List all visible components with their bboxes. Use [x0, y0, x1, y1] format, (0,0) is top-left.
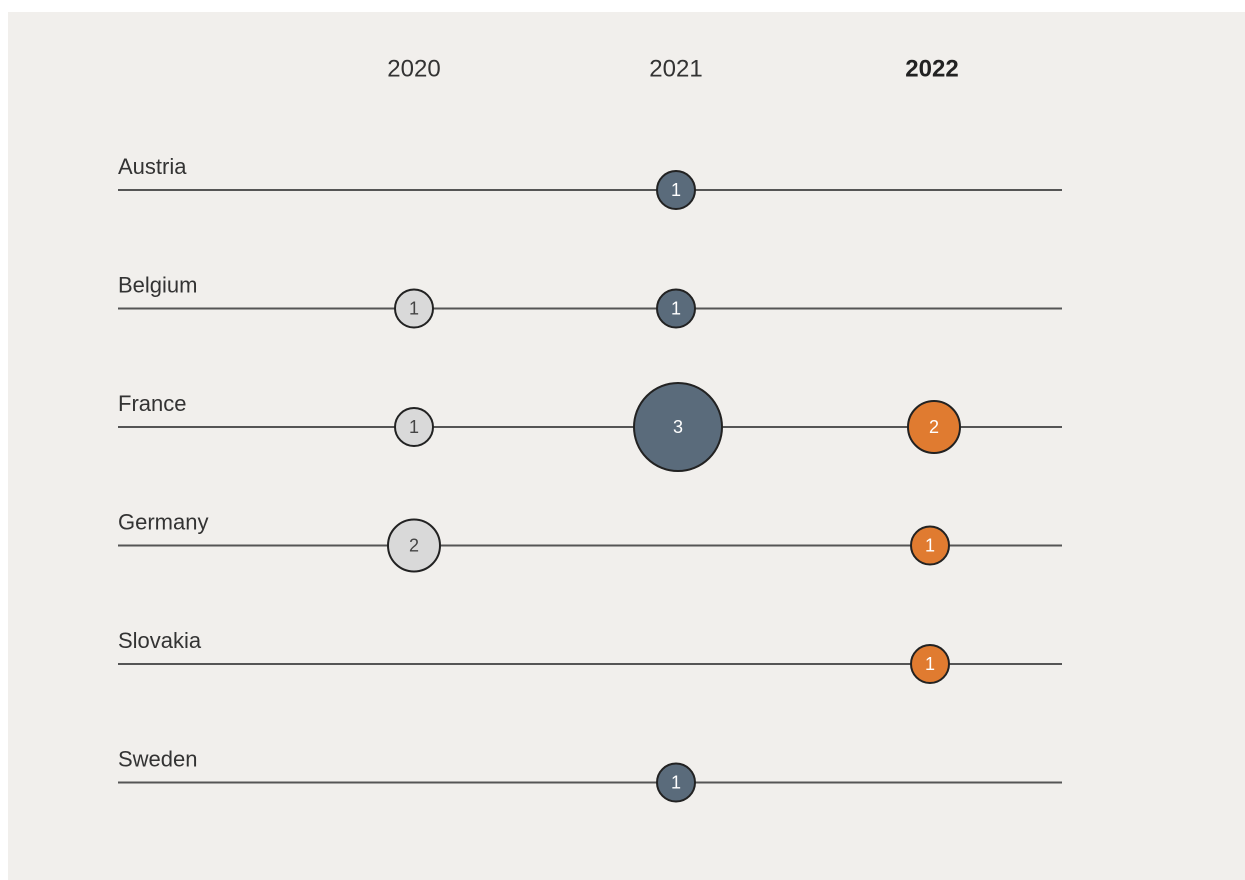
country-label: Austria — [118, 154, 187, 179]
bubble-circle — [910, 525, 950, 566]
bubble-timeline-chart: 2020 2021 2022 Austria Belgium France Germany… — [118, 55, 1062, 803]
bubble-circle — [656, 288, 696, 329]
country-label: Slovakia — [118, 628, 202, 653]
bubble-slovakia-2022: 1 — [910, 644, 950, 684]
country-label: Sweden — [118, 747, 198, 772]
country-row-austria: Austria — [118, 154, 1062, 191]
country-label: Germany — [118, 510, 208, 535]
year-headers: 2020 2021 2022 — [387, 55, 958, 82]
bubble-circle — [656, 170, 696, 210]
bubbles: 1 1 1 1 3 2 2 1 1 1 — [387, 170, 961, 803]
bubble-circle — [910, 644, 950, 684]
bubble-value-label: 2 — [409, 535, 419, 555]
bubble-value-label: 1 — [409, 298, 419, 318]
bubble-sweden-2021: 1 — [656, 762, 696, 803]
country-row-belgium: Belgium — [118, 273, 1062, 310]
bubble-france-2021: 3 — [633, 382, 723, 472]
chart-canvas: 2020 2021 2022 Austria Belgium France Germany… — [8, 12, 1245, 880]
bubble-belgium-2021: 1 — [656, 288, 696, 329]
country-row-slovakia: Slovakia — [118, 628, 1062, 665]
bubble-circle — [907, 400, 961, 454]
country-rows: Austria Belgium France Germany Slovakia Swede… — [118, 154, 1062, 784]
bubble-germany-2020: 2 — [387, 518, 441, 573]
country-label: Belgium — [118, 273, 197, 298]
bubble-france-2020: 1 — [394, 407, 434, 447]
bubble-value-label: 1 — [925, 654, 935, 674]
bubble-value-label: 1 — [671, 298, 681, 318]
bubble-circle — [394, 407, 434, 447]
bubble-circle — [633, 382, 723, 472]
bubble-france-2022: 2 — [907, 400, 961, 454]
year-header-2021: 2021 — [649, 55, 702, 82]
bubble-austria-2021: 1 — [656, 170, 696, 210]
bubble-germany-2022: 1 — [910, 525, 950, 566]
bubble-value-label: 2 — [929, 417, 939, 437]
bubble-circle — [394, 288, 434, 329]
bubble-circle — [656, 762, 696, 803]
year-header-2020: 2020 — [387, 55, 440, 82]
country-row-france: France — [118, 391, 1062, 428]
bubble-value-label: 1 — [671, 180, 681, 200]
year-header-2022: 2022 — [905, 55, 958, 82]
country-label: France — [118, 391, 186, 416]
country-row-germany: Germany — [118, 510, 1062, 547]
country-row-sweden: Sweden — [118, 747, 1062, 784]
bubble-value-label: 3 — [673, 417, 683, 437]
bubble-circle — [387, 518, 441, 573]
bubble-value-label: 1 — [671, 772, 681, 792]
bubble-belgium-2020: 1 — [394, 288, 434, 329]
bubble-value-label: 1 — [409, 417, 419, 437]
bubble-value-label: 1 — [925, 535, 935, 555]
